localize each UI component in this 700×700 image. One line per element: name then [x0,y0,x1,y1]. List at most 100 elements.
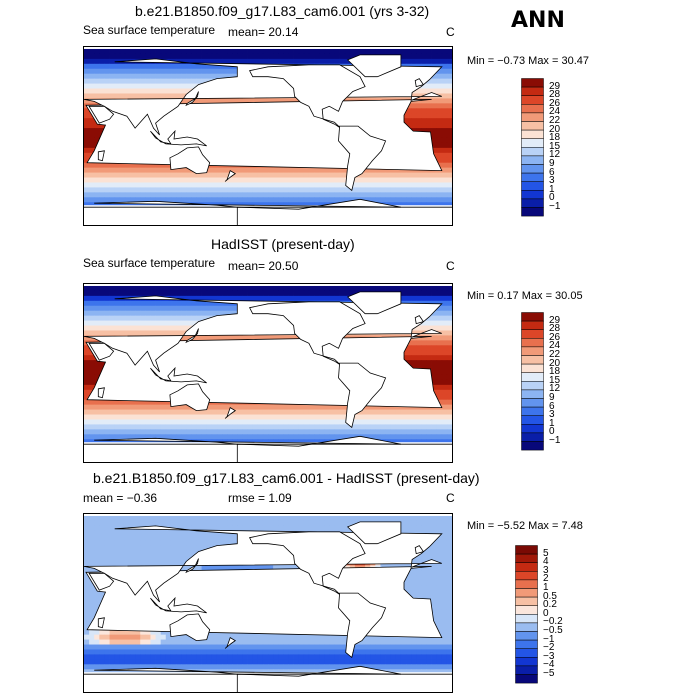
sst-cell [334,177,340,183]
sst-cell [416,93,422,99]
sst-cell [324,295,330,302]
sst-cell [119,325,126,331]
sst-cell [109,285,116,292]
sst-cell [227,335,233,341]
sst-cell [314,439,320,445]
sst-cell [262,290,269,297]
sst-cell [436,374,443,381]
sst-cell [119,429,126,435]
sst-cell [411,93,417,99]
sst-cell [288,177,294,183]
sst-cell [84,167,90,173]
sst-cell [319,419,325,425]
sst-cell [84,98,90,104]
sst-cell [170,434,177,440]
sst-cell [186,305,192,312]
sst-cell [130,290,136,297]
sst-cell [324,434,330,440]
sst-cell [446,83,452,89]
sst-cell [84,350,90,356]
colorbar-tick-label: 12 [549,149,561,161]
sst-cell [176,177,182,183]
sst-cell [232,73,238,80]
sst-cell [135,63,141,70]
sst-cell [84,409,90,415]
sst-cell [119,414,126,420]
sst-cell [170,177,177,183]
sst-cell [334,182,340,188]
sst-cell [84,285,90,292]
colorbar-tick-label: 22 [549,115,561,126]
sst-cell [206,177,213,183]
sst-cell [293,439,300,445]
sst-cell [165,315,172,321]
sst-cell [319,439,325,445]
sst-cell [145,320,151,326]
sst-cell [84,182,90,188]
sst-cell [395,434,402,440]
sst-cell [242,424,248,430]
sst-cell [436,424,443,430]
sst-cell [314,177,320,183]
sst-cell [155,88,162,94]
sst-cell [411,290,417,297]
sst-cell [165,192,172,198]
sst-cell [411,419,417,425]
sst-cell [211,285,218,292]
sst-cell [436,137,443,144]
sst-cell [104,399,110,406]
sst-cell [375,172,381,178]
sst-cell [196,335,202,341]
sst-cell [181,63,187,70]
sst-cell [242,192,248,198]
sst-cell [421,325,427,331]
sst-cell [283,335,289,341]
sst-cell [99,88,105,94]
sst-cell [160,404,167,410]
sst-cell [114,162,121,169]
sst-cell [84,68,90,75]
sst-cell [206,167,213,173]
sst-cell [145,290,151,297]
sst-cell [89,379,95,386]
sst-cell [360,419,366,425]
sst-cell [436,414,443,420]
sst-cell [84,330,90,336]
sst-cell [416,177,422,183]
sst-cell [308,285,315,292]
sst-cell [370,177,376,183]
sst-cell [411,118,417,124]
sst-cell [278,335,284,341]
sst-cell [431,379,438,386]
sst-cell [446,147,452,154]
sst-cell [145,48,151,55]
sst-cell [237,404,243,410]
sst-cell [104,295,110,302]
sst-cell [150,434,156,440]
sst-cell [140,439,146,445]
sst-cell [426,83,432,89]
sst-cell [293,58,300,65]
sst-cell [155,192,162,198]
sst-cell [421,197,427,203]
sst-cell [283,295,289,302]
sst-cell [135,48,141,55]
sst-cell [119,68,126,75]
colorbar-tick-label: 28 [549,89,561,101]
sst-cell [329,409,335,415]
sst-cell [94,295,100,302]
sst-cell [411,53,417,60]
sst-cell [247,409,254,415]
sst-cell [196,305,202,312]
sst-cell [273,419,279,425]
sst-cell [222,409,228,415]
sst-cell [252,424,259,430]
sst-cell [329,172,335,178]
sst-cell [114,429,121,435]
sst-cell [421,118,427,124]
sst-cell [119,182,126,188]
sst-cell [135,177,141,183]
sst-cell [124,167,131,173]
sst-cell [165,93,172,99]
sst-cell [288,404,294,410]
